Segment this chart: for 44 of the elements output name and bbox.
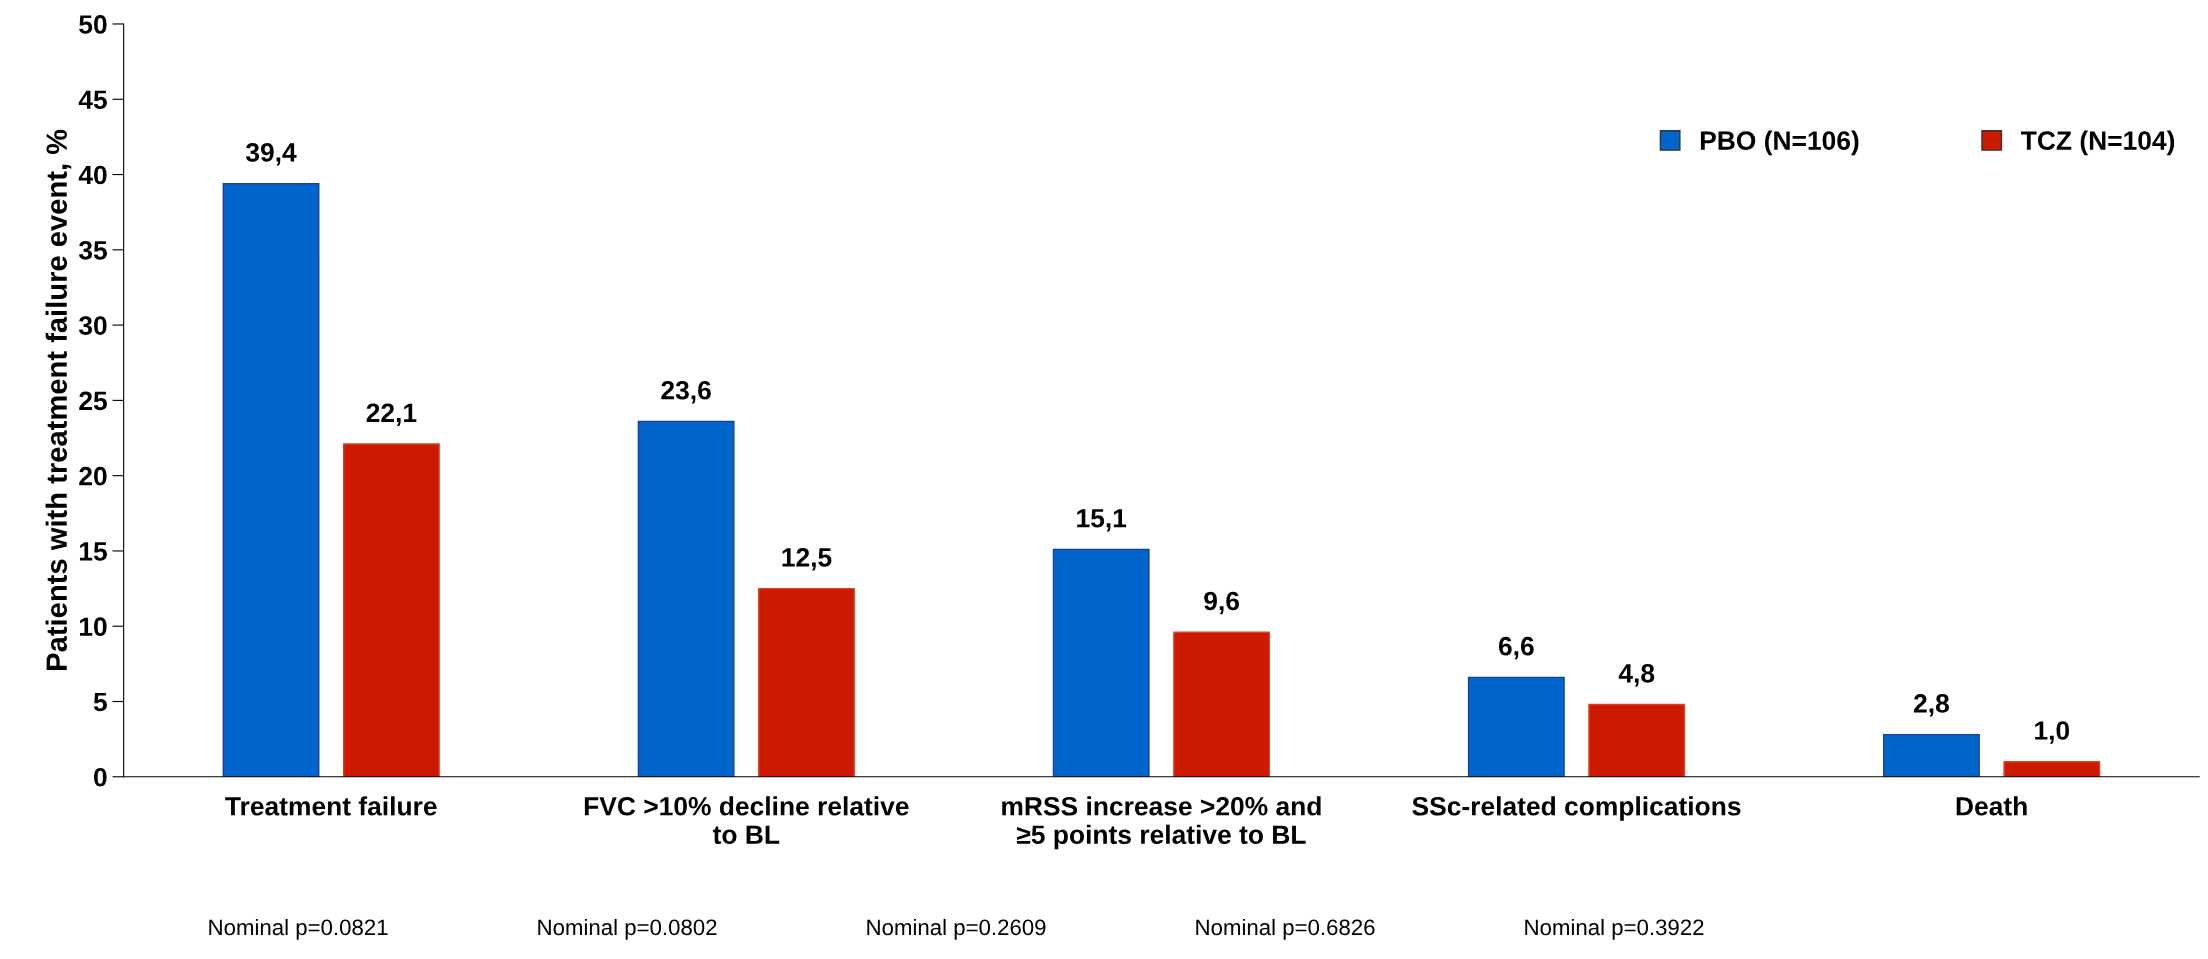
- text: Nominal p=0.3922: [1525, 918, 1704, 940]
- text: Nominal p=0.6826: [1196, 918, 1375, 940]
- x-tick-label: Treatment failure: [225, 796, 437, 816]
- bar: [637, 420, 735, 777]
- text: Nominal p=0.0821: [209, 918, 388, 940]
- bar: [342, 443, 440, 777]
- data-label: 22,1: [366, 403, 417, 426]
- data-label: 1,0: [2035, 721, 2070, 744]
- legend-label: PBO (N=106): [1700, 130, 1859, 156]
- data-label: 12,5: [782, 548, 832, 571]
- data-label: 39,4: [245, 143, 297, 166]
- y-tick-label: 0: [94, 767, 107, 787]
- bar: [1173, 631, 1271, 777]
- data-label: 9,6: [1204, 591, 1239, 615]
- data-label: 2,8: [1914, 694, 1949, 717]
- x-tick-label: FVC >10% decline relative to BL: [584, 796, 909, 845]
- y-tick-label: 5: [93, 692, 107, 712]
- bar: [222, 182, 320, 777]
- data-label: 6,6: [1498, 636, 1534, 660]
- y-tick-label: 30: [78, 316, 107, 335]
- x-tick-label: mRSS increase >20% and ≥5 points relative to BL: [1002, 796, 1321, 850]
- y-axis-title: Patients with treatment failure event, %: [45, 129, 72, 670]
- y-tick-label: 10: [79, 617, 107, 637]
- y-tick-label: 50: [79, 15, 107, 34]
- y-tick-label: 25: [79, 391, 107, 411]
- text: Nominal p=0.0802: [538, 918, 717, 940]
- bar: [1588, 703, 1686, 777]
- y-tick-label: 15: [79, 542, 107, 561]
- bar: [758, 587, 855, 777]
- data-label: 23,6: [661, 380, 711, 404]
- legend-label: TCZ (N=104): [2021, 130, 2175, 156]
- x-tick-label: SSc-related complications: [1412, 796, 1741, 821]
- bar: [2003, 761, 2101, 777]
- y-tick-label: 40: [78, 165, 107, 185]
- bar: [1467, 676, 1565, 777]
- bar: [1882, 733, 1980, 777]
- data-label: 4,8: [1618, 663, 1655, 687]
- x-tick-label: Death: [1956, 796, 2027, 816]
- data-label: 15,1: [1077, 509, 1127, 532]
- bar: [1052, 548, 1150, 777]
- text: Nominal p=0.2609: [867, 918, 1046, 940]
- y-tick-label: 45: [78, 90, 107, 110]
- y-tick-label: 35: [78, 240, 107, 260]
- y-tick-label: 20: [79, 466, 107, 486]
